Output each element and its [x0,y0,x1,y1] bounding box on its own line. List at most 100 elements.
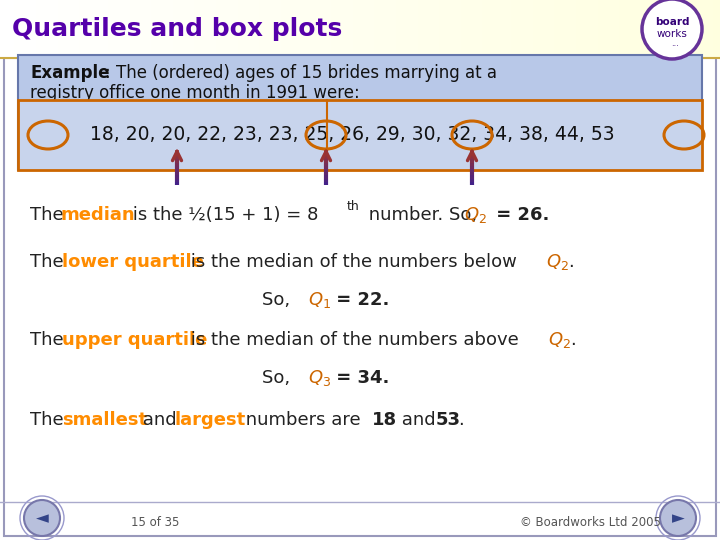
Text: is the median of the numbers above: is the median of the numbers above [185,331,524,349]
Text: ...: ... [671,38,679,48]
Text: .: . [568,253,574,271]
FancyBboxPatch shape [497,0,505,58]
Text: $\mathit{Q}_2$: $\mathit{Q}_2$ [548,330,571,350]
FancyBboxPatch shape [360,0,368,58]
FancyBboxPatch shape [137,0,145,58]
Circle shape [660,500,696,536]
FancyBboxPatch shape [18,55,702,170]
FancyBboxPatch shape [324,0,332,58]
Text: So,: So, [262,291,302,309]
FancyBboxPatch shape [346,0,354,58]
Circle shape [642,0,702,59]
Text: median: median [60,206,135,224]
FancyBboxPatch shape [43,0,51,58]
Text: = 22.: = 22. [330,291,390,309]
FancyBboxPatch shape [122,0,130,58]
FancyBboxPatch shape [86,0,94,58]
FancyBboxPatch shape [209,0,217,58]
FancyBboxPatch shape [482,0,490,58]
Text: Example: Example [30,64,109,82]
FancyBboxPatch shape [173,0,181,58]
FancyBboxPatch shape [115,0,123,58]
FancyBboxPatch shape [0,0,720,58]
FancyBboxPatch shape [14,0,22,58]
FancyBboxPatch shape [0,0,8,58]
FancyBboxPatch shape [202,0,210,58]
FancyBboxPatch shape [230,0,238,58]
FancyBboxPatch shape [72,0,80,58]
FancyBboxPatch shape [194,0,202,58]
FancyBboxPatch shape [648,0,656,58]
FancyBboxPatch shape [18,100,702,170]
FancyBboxPatch shape [317,0,325,58]
FancyBboxPatch shape [216,0,224,58]
FancyBboxPatch shape [691,0,699,58]
FancyBboxPatch shape [504,0,512,58]
Text: 18: 18 [372,411,397,429]
Text: .: . [570,331,576,349]
FancyBboxPatch shape [180,0,188,58]
Text: and: and [396,411,441,429]
FancyBboxPatch shape [684,0,692,58]
FancyBboxPatch shape [569,0,577,58]
FancyBboxPatch shape [468,0,476,58]
FancyBboxPatch shape [634,0,642,58]
Text: board: board [654,17,689,27]
FancyBboxPatch shape [101,0,109,58]
FancyBboxPatch shape [518,0,526,58]
FancyBboxPatch shape [302,0,310,58]
FancyBboxPatch shape [245,0,253,58]
FancyBboxPatch shape [547,0,555,58]
FancyBboxPatch shape [698,0,706,58]
FancyBboxPatch shape [367,0,375,58]
Text: upper quartile: upper quartile [62,331,207,349]
FancyBboxPatch shape [374,0,382,58]
Text: ►: ► [672,509,685,527]
FancyBboxPatch shape [223,0,231,58]
Text: $\mathit{Q}_2$: $\mathit{Q}_2$ [464,205,487,225]
FancyBboxPatch shape [144,0,152,58]
FancyBboxPatch shape [151,0,159,58]
Text: The: The [30,253,69,271]
FancyBboxPatch shape [540,0,548,58]
FancyBboxPatch shape [598,0,606,58]
FancyBboxPatch shape [454,0,462,58]
FancyBboxPatch shape [288,0,296,58]
Text: = 26.: = 26. [490,206,549,224]
FancyBboxPatch shape [130,0,138,58]
FancyBboxPatch shape [36,0,44,58]
FancyBboxPatch shape [554,0,562,58]
FancyBboxPatch shape [22,0,30,58]
FancyBboxPatch shape [331,0,339,58]
FancyBboxPatch shape [425,0,433,58]
Text: works: works [657,29,688,39]
FancyBboxPatch shape [389,0,397,58]
FancyBboxPatch shape [7,0,15,58]
Text: th: th [347,200,360,213]
FancyBboxPatch shape [583,0,591,58]
FancyBboxPatch shape [626,0,634,58]
Text: 15 of 35: 15 of 35 [131,516,179,529]
Text: The: The [30,411,69,429]
FancyBboxPatch shape [310,0,318,58]
FancyBboxPatch shape [50,0,58,58]
Text: and: and [137,411,182,429]
FancyBboxPatch shape [461,0,469,58]
Text: largest: largest [175,411,246,429]
Circle shape [24,500,60,536]
Text: is the median of the numbers below: is the median of the numbers below [185,253,523,271]
FancyBboxPatch shape [641,0,649,58]
Text: Quartiles and box plots: Quartiles and box plots [12,17,342,41]
Text: .: . [458,411,464,429]
FancyBboxPatch shape [475,0,483,58]
FancyBboxPatch shape [158,0,166,58]
FancyBboxPatch shape [706,0,714,58]
Text: = 34.: = 34. [330,369,390,387]
FancyBboxPatch shape [94,0,102,58]
FancyBboxPatch shape [4,58,716,536]
Text: numbers are: numbers are [240,411,366,429]
FancyBboxPatch shape [490,0,498,58]
FancyBboxPatch shape [281,0,289,58]
Text: 53: 53 [436,411,461,429]
FancyBboxPatch shape [187,0,195,58]
